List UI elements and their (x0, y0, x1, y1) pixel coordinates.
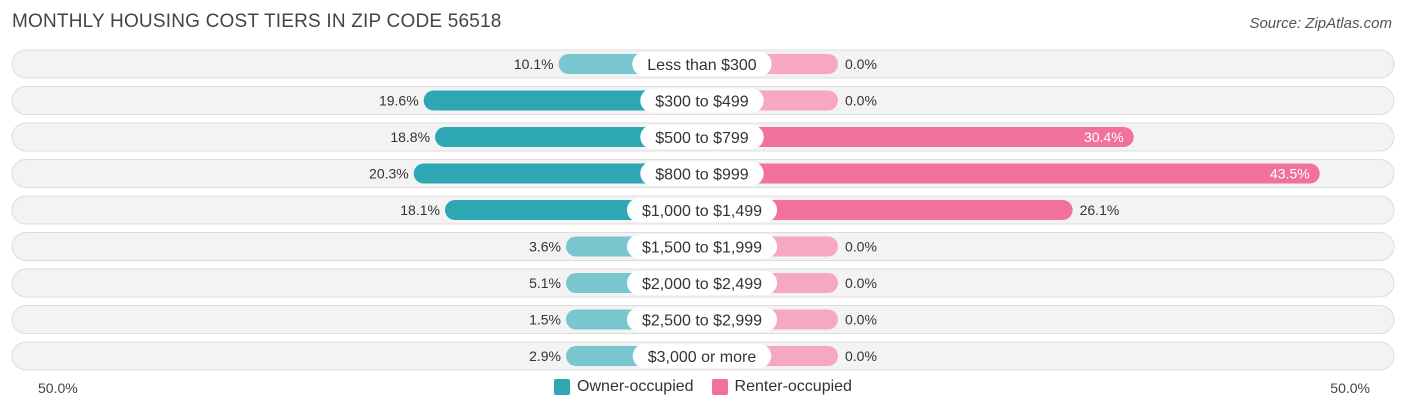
legend-swatch-renter (711, 379, 728, 395)
legend: Owner-occupied Renter-occupied (0, 378, 1406, 396)
category-pill (640, 161, 764, 186)
value-label-owner: 19.6% (379, 93, 419, 109)
axis-label-right: 50.0% (1330, 380, 1370, 396)
chart-row: 18.1% 26.1% $1,000 to $1,499 (11, 195, 1395, 225)
category-pill (626, 307, 778, 332)
category-pill (632, 344, 772, 368)
chart-row: 19.6% 0.0% $300 to $499 (11, 86, 1395, 115)
legend-swatch-owner (554, 379, 571, 395)
value-label-owner: 1.5% (529, 312, 561, 328)
value-label-owner: 3.6% (529, 239, 561, 255)
category-label: $300 to $499 (655, 94, 749, 111)
legend-label-renter: Renter-occupied (734, 378, 852, 395)
chart-row: 18.8% 30.4% $500 to $799 (11, 122, 1395, 152)
value-label-owner: 18.1% (400, 202, 440, 218)
value-label-owner: 10.1% (514, 56, 554, 72)
category-pill (626, 198, 778, 222)
category-pill (640, 125, 764, 149)
value-label-renter: 0.0% (845, 312, 877, 328)
bar-owner (435, 127, 702, 147)
chart-row: 3.6% 0.0% $1,500 to $1,999 (11, 232, 1395, 261)
axis-label-left: 50.0% (38, 380, 78, 396)
chart-row: 1.5% 0.0% $2,500 to $2,999 (11, 305, 1395, 334)
bar-owner (413, 163, 702, 184)
legend-label-owner: Owner-occupied (577, 378, 694, 395)
value-label-owner: 2.9% (529, 348, 561, 364)
chart-row: 5.1% 0.0% $2,000 to $2,499 (11, 268, 1395, 298)
value-label-renter: 0.0% (845, 93, 877, 109)
legend-item-owner: Owner-occupied (554, 378, 694, 396)
value-label-renter: 26.1% (1080, 202, 1120, 218)
value-label-renter: 0.0% (845, 239, 877, 255)
value-label-renter: 0.0% (845, 275, 877, 291)
value-label-renter: 30.4% (1084, 129, 1124, 145)
chart-row: 20.3% 43.5% $800 to $999 (11, 159, 1395, 188)
value-label-owner: 20.3% (369, 166, 409, 182)
value-label-renter: 43.5% (1270, 166, 1310, 182)
bar-renter (702, 200, 1073, 220)
chart-row: 10.1% 0.0% Less than $300 (11, 49, 1395, 79)
category-label: $2,500 to $2,999 (642, 313, 762, 330)
bar-renter (702, 163, 1320, 184)
chart-source: Source: ZipAtlas.com (1249, 15, 1392, 32)
category-pill (632, 52, 772, 76)
category-label: $3,000 or more (648, 349, 757, 366)
category-label: $1,000 to $1,499 (642, 203, 762, 220)
value-label-owner: 18.8% (390, 129, 430, 145)
category-pill (640, 88, 764, 113)
legend-item-renter: Renter-occupied (711, 378, 852, 396)
category-label: $2,000 to $2,499 (642, 276, 762, 293)
category-label: $1,500 to $1,999 (642, 240, 762, 257)
bar-owner (423, 90, 702, 111)
chart-title: MONTHLY HOUSING COST TIERS IN ZIP CODE 5… (12, 11, 502, 32)
category-label: $800 to $999 (655, 167, 749, 184)
category-label: $500 to $799 (655, 130, 749, 147)
category-label: Less than $300 (647, 57, 757, 74)
category-pill (626, 271, 778, 295)
category-pill (626, 234, 778, 259)
value-label-renter: 0.0% (845, 348, 877, 364)
bar-renter (702, 127, 1134, 147)
value-label-owner: 5.1% (529, 275, 561, 291)
chart-row: 2.9% 0.0% $3,000 or more (11, 341, 1395, 371)
value-label-renter: 0.0% (845, 56, 877, 72)
